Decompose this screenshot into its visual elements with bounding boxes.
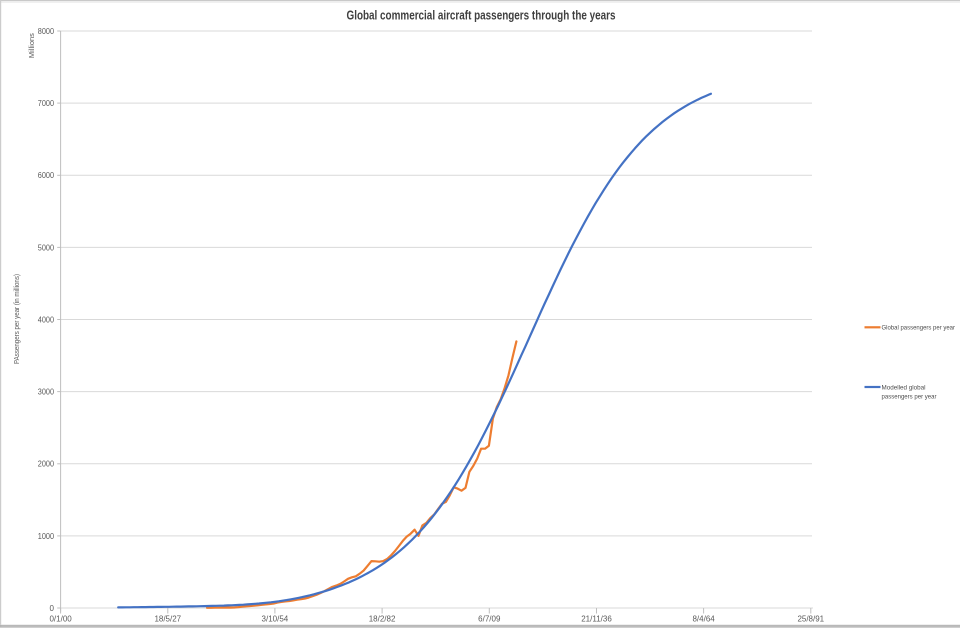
svg-text:0: 0 [50, 604, 55, 613]
svg-text:25/8/91: 25/8/91 [797, 614, 824, 623]
svg-text:1000: 1000 [38, 532, 55, 541]
svg-text:0/1/00: 0/1/00 [49, 614, 72, 623]
svg-text:Global passengers per year: Global passengers per year [882, 325, 956, 332]
svg-text:18/2/82: 18/2/82 [369, 614, 396, 623]
svg-text:Millions: Millions [27, 33, 36, 58]
svg-text:passengers per year: passengers per year [882, 394, 938, 401]
svg-text:6000: 6000 [38, 171, 55, 180]
svg-text:8/4/64: 8/4/64 [692, 614, 715, 623]
svg-text:5000: 5000 [38, 243, 55, 252]
svg-text:4000: 4000 [38, 315, 55, 324]
svg-text:3/10/54: 3/10/54 [262, 614, 289, 623]
svg-text:Modelled global: Modelled global [882, 385, 926, 392]
svg-text:21/11/36: 21/11/36 [581, 614, 612, 623]
svg-text:8000: 8000 [38, 27, 55, 36]
svg-text:Global commercial aircraft pas: Global commercial aircraft passengers th… [347, 7, 616, 22]
svg-text:18/5/27: 18/5/27 [154, 614, 181, 623]
svg-text:PAssengers per year (in millio: PAssengers per year (in millions) [12, 274, 21, 364]
svg-text:6/7/09: 6/7/09 [478, 614, 501, 623]
svg-text:3000: 3000 [38, 388, 55, 397]
svg-text:2000: 2000 [38, 460, 55, 469]
svg-text:7000: 7000 [38, 99, 55, 108]
